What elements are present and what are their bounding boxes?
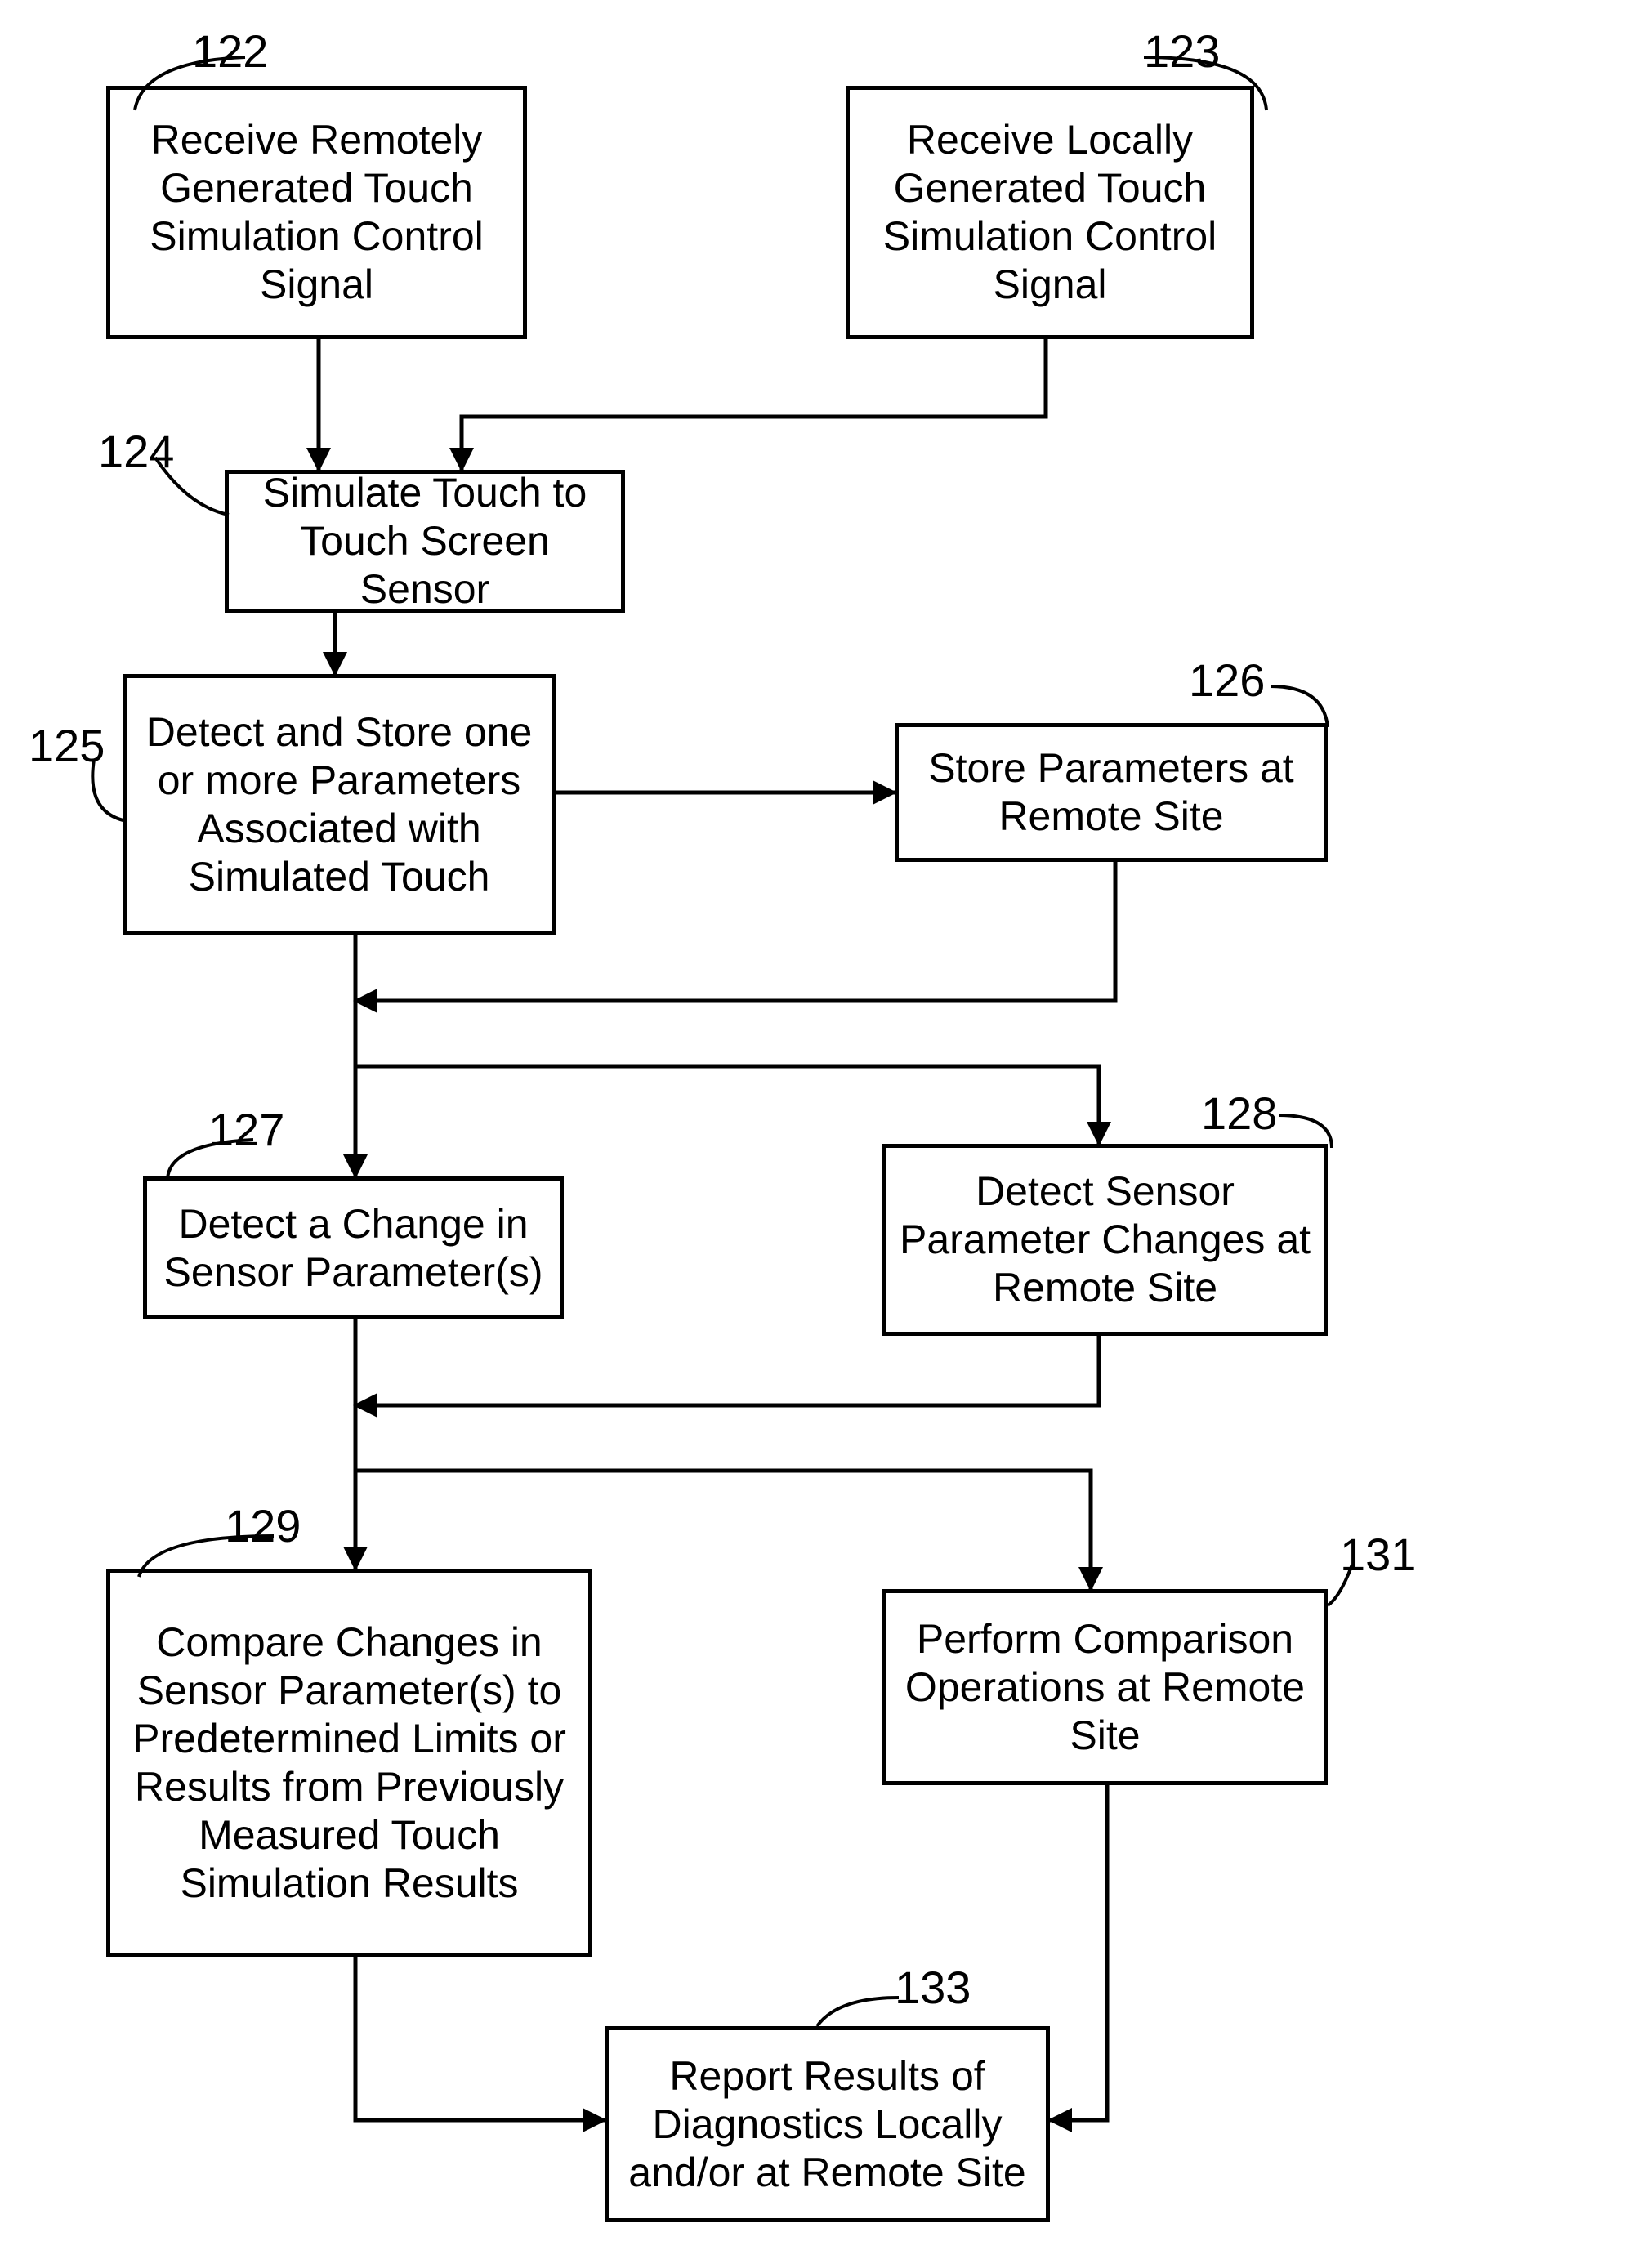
edge-e123-124 [462, 339, 1046, 470]
node-124-text: Simulate Touch to Touch Screen Sensor [239, 469, 611, 614]
leader-l126 [1271, 686, 1328, 727]
label-129: 129 [225, 1499, 301, 1552]
node-123: Receive Locally Generated Touch Simulati… [846, 86, 1254, 339]
edge-e129-133 [355, 1957, 605, 2120]
label-124: 124 [98, 425, 174, 478]
node-123-text: Receive Locally Generated Touch Simulati… [860, 116, 1240, 309]
edge-e128-merge2 [355, 1336, 1099, 1405]
label-122: 122 [192, 25, 268, 78]
node-125: Detect and Store one or more Parameters … [123, 674, 556, 935]
node-127-text: Detect a Change in Sensor Parameter(s) [157, 1200, 550, 1297]
node-126: Store Parameters at Remote Site [895, 723, 1328, 862]
label-127: 127 [208, 1103, 284, 1156]
leader-l133 [817, 1998, 899, 2026]
label-126: 126 [1189, 654, 1265, 707]
leader-l128 [1279, 1115, 1332, 1148]
node-129-text: Compare Changes in Sensor Parameter(s) t… [120, 1618, 578, 1908]
node-124: Simulate Touch to Touch Screen Sensor [225, 470, 625, 613]
node-128-text: Detect Sensor Parameter Changes at Remot… [896, 1167, 1314, 1312]
node-128: Detect Sensor Parameter Changes at Remot… [882, 1144, 1328, 1336]
label-125: 125 [29, 719, 105, 772]
node-131: Perform Comparison Operations at Remote … [882, 1589, 1328, 1785]
node-126-text: Store Parameters at Remote Site [909, 744, 1314, 841]
label-123: 123 [1144, 25, 1220, 78]
node-133-text: Report Results of Diagnostics Locally an… [619, 2052, 1036, 2197]
label-131: 131 [1340, 1528, 1416, 1581]
label-133: 133 [895, 1961, 971, 2014]
node-131-text: Perform Comparison Operations at Remote … [896, 1615, 1314, 1760]
edge-merge1-128 [355, 1066, 1099, 1144]
edge-e131-133 [1050, 1785, 1107, 2120]
node-125-text: Detect and Store one or more Parameters … [136, 708, 542, 901]
node-127: Detect a Change in Sensor Parameter(s) [143, 1176, 564, 1319]
node-133: Report Results of Diagnostics Locally an… [605, 2026, 1050, 2222]
node-122: Receive Remotely Generated Touch Simulat… [106, 86, 527, 339]
label-128: 128 [1201, 1087, 1277, 1140]
node-122-text: Receive Remotely Generated Touch Simulat… [120, 116, 513, 309]
node-129: Compare Changes in Sensor Parameter(s) t… [106, 1569, 592, 1957]
